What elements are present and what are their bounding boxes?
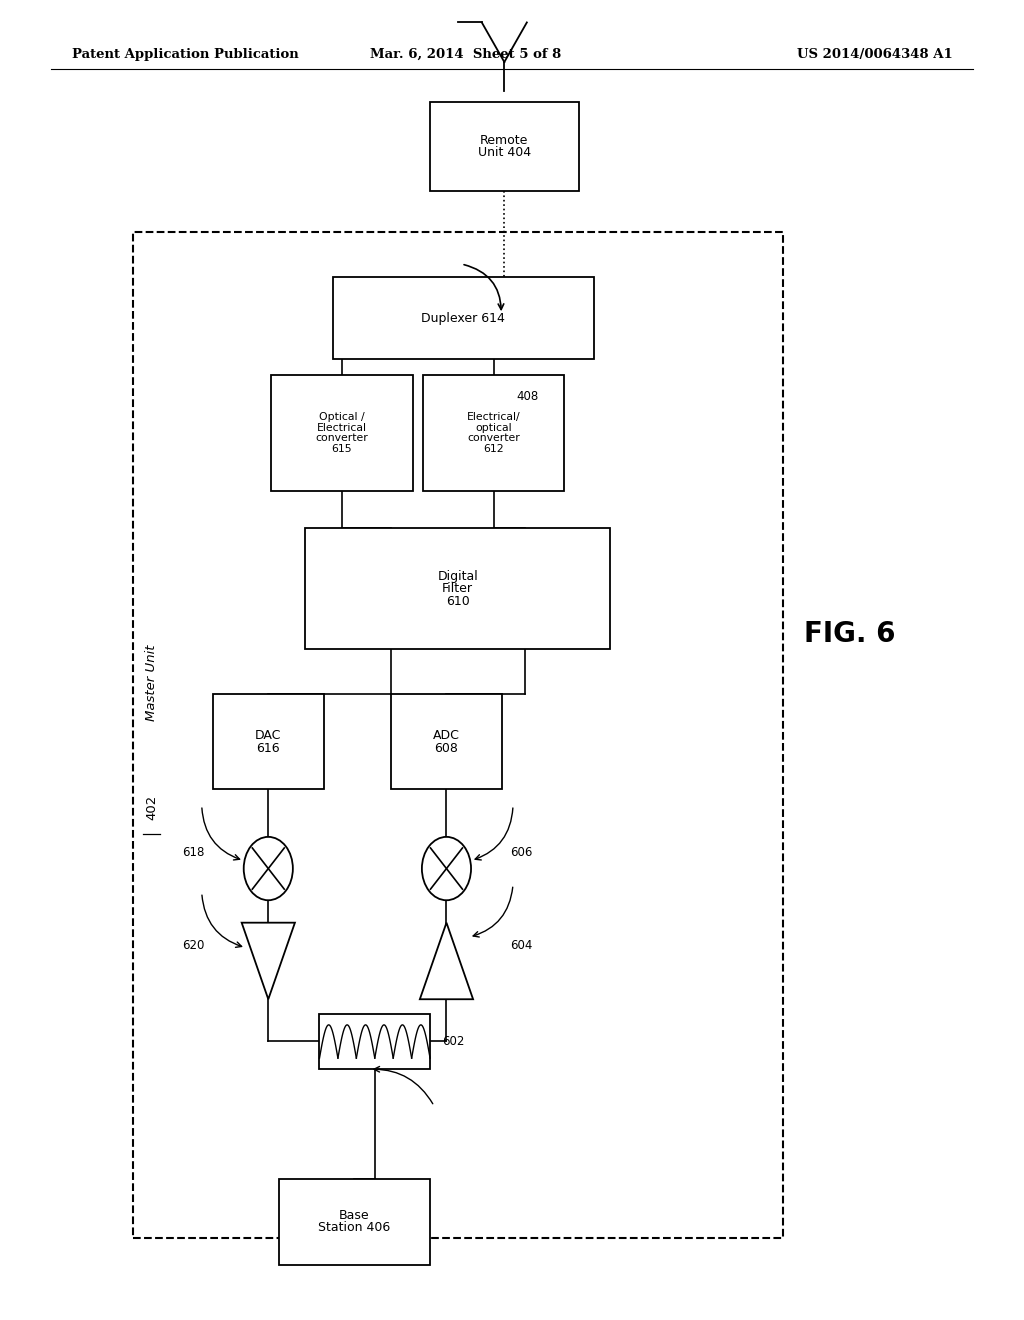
Text: Patent Application Publication: Patent Application Publication	[72, 48, 298, 61]
Bar	[305, 528, 610, 649]
Text: optical: optical	[475, 422, 512, 433]
Text: 606: 606	[510, 846, 532, 859]
Circle shape	[422, 837, 471, 900]
Text: Remote: Remote	[480, 133, 528, 147]
Text: FIG. 6: FIG. 6	[804, 619, 896, 648]
Bar	[391, 694, 502, 789]
Polygon shape	[420, 923, 473, 999]
Text: Optical /: Optical /	[319, 412, 365, 422]
Text: 408: 408	[516, 389, 539, 403]
Text: 620: 620	[182, 939, 205, 952]
Text: Duplexer 614: Duplexer 614	[422, 312, 505, 325]
Bar	[279, 1179, 430, 1265]
Text: Electrical: Electrical	[317, 422, 367, 433]
Text: converter: converter	[467, 433, 520, 444]
Bar	[271, 375, 413, 491]
Text: 608: 608	[434, 742, 459, 755]
Text: 615: 615	[332, 444, 352, 454]
Text: Station 406: Station 406	[318, 1221, 390, 1234]
Text: Electrical/: Electrical/	[467, 412, 520, 422]
Bar	[319, 1014, 430, 1069]
Text: Digital: Digital	[437, 570, 478, 583]
Text: Unit 404: Unit 404	[478, 147, 530, 160]
Text: DAC: DAC	[255, 729, 282, 742]
Text: ADC: ADC	[433, 729, 460, 742]
Bar	[213, 694, 324, 789]
Text: 612: 612	[483, 444, 504, 454]
Circle shape	[244, 837, 293, 900]
Text: Mar. 6, 2014  Sheet 5 of 8: Mar. 6, 2014 Sheet 5 of 8	[371, 48, 561, 61]
Text: Base: Base	[339, 1209, 370, 1222]
Text: 604: 604	[510, 939, 532, 952]
Bar	[133, 232, 783, 1238]
Bar	[430, 102, 579, 191]
Bar	[423, 375, 564, 491]
Polygon shape	[242, 923, 295, 999]
Text: US 2014/0064348 A1: US 2014/0064348 A1	[797, 48, 952, 61]
Text: 602: 602	[442, 1035, 465, 1048]
Text: 616: 616	[256, 742, 281, 755]
Text: 610: 610	[445, 594, 470, 607]
Text: converter: converter	[315, 433, 369, 444]
Text: Master Unit: Master Unit	[145, 644, 158, 721]
Text: 618: 618	[182, 846, 205, 859]
Bar	[333, 277, 594, 359]
Text: Filter: Filter	[442, 582, 473, 595]
Text: 402: 402	[145, 795, 158, 821]
